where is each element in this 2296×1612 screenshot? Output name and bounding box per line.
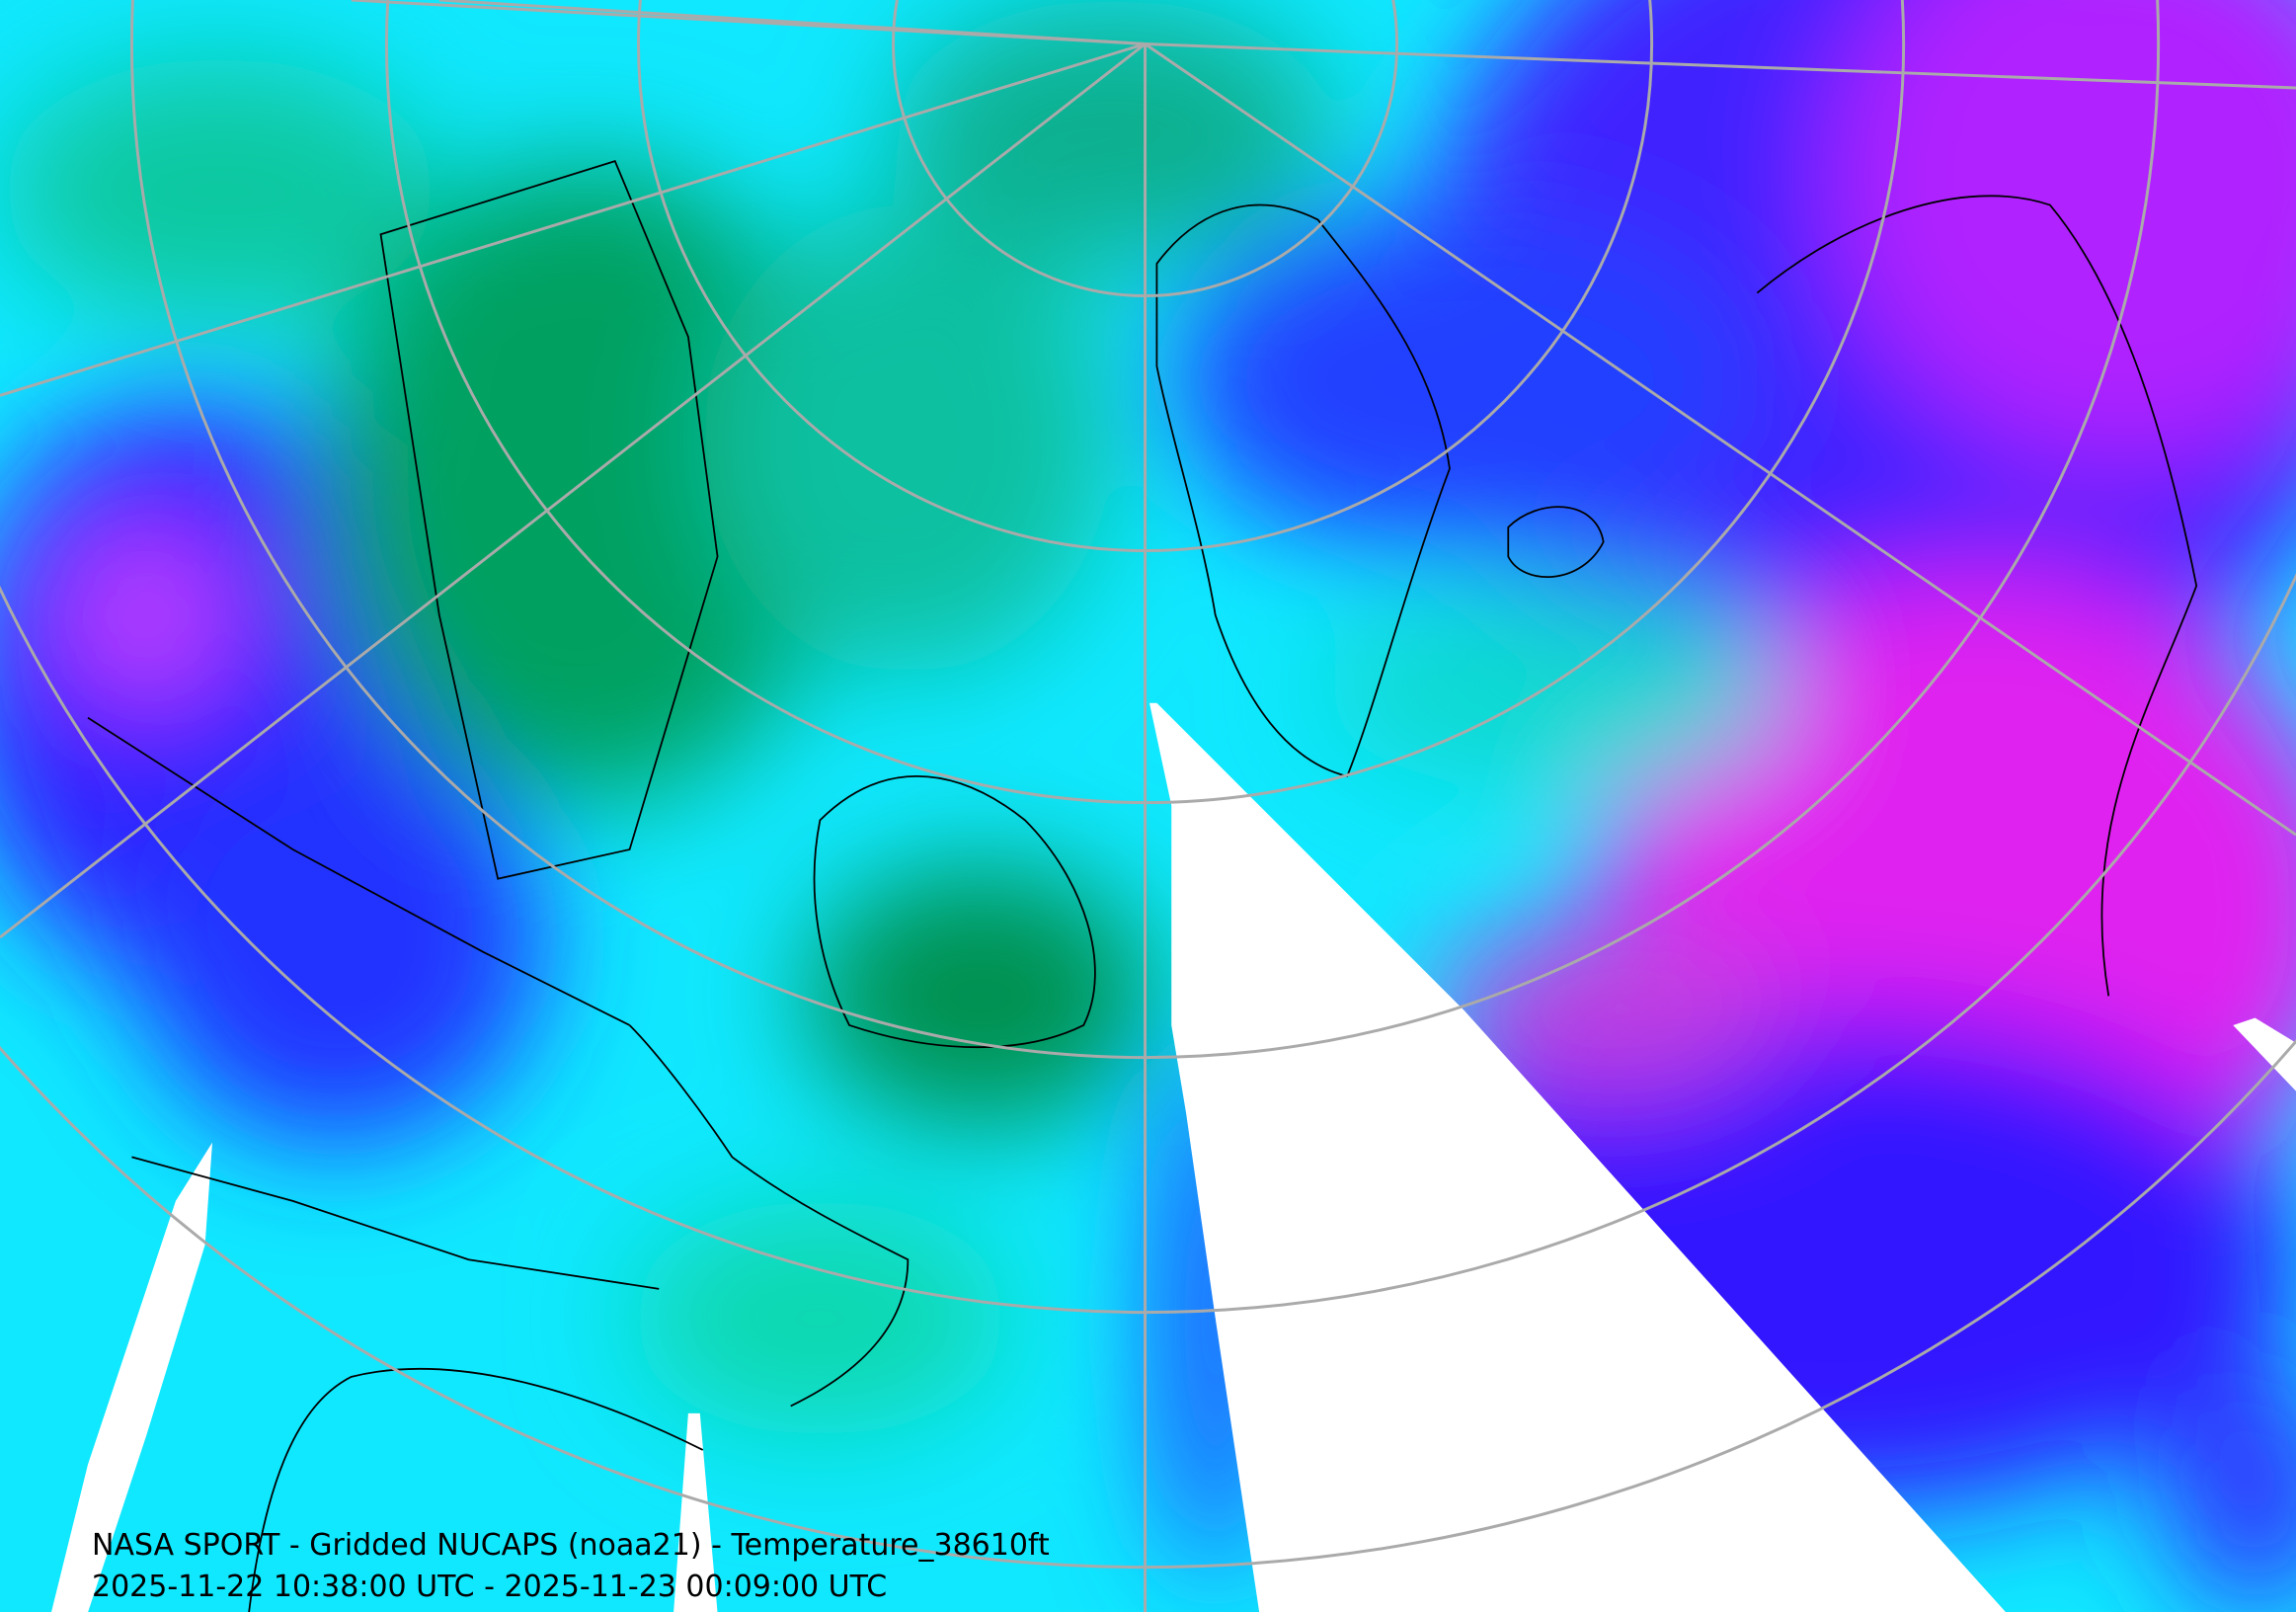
no-data-swaths <box>51 702 2296 1612</box>
caption-title: NASA SPORT - Gridded NUCAPS (noaa21) - T… <box>92 1528 1050 1563</box>
coastlines <box>87 160 2198 1612</box>
caption-time-range: 2025-11-22 10:38:00 UTC - 2025-11-23 00:… <box>92 1570 887 1604</box>
